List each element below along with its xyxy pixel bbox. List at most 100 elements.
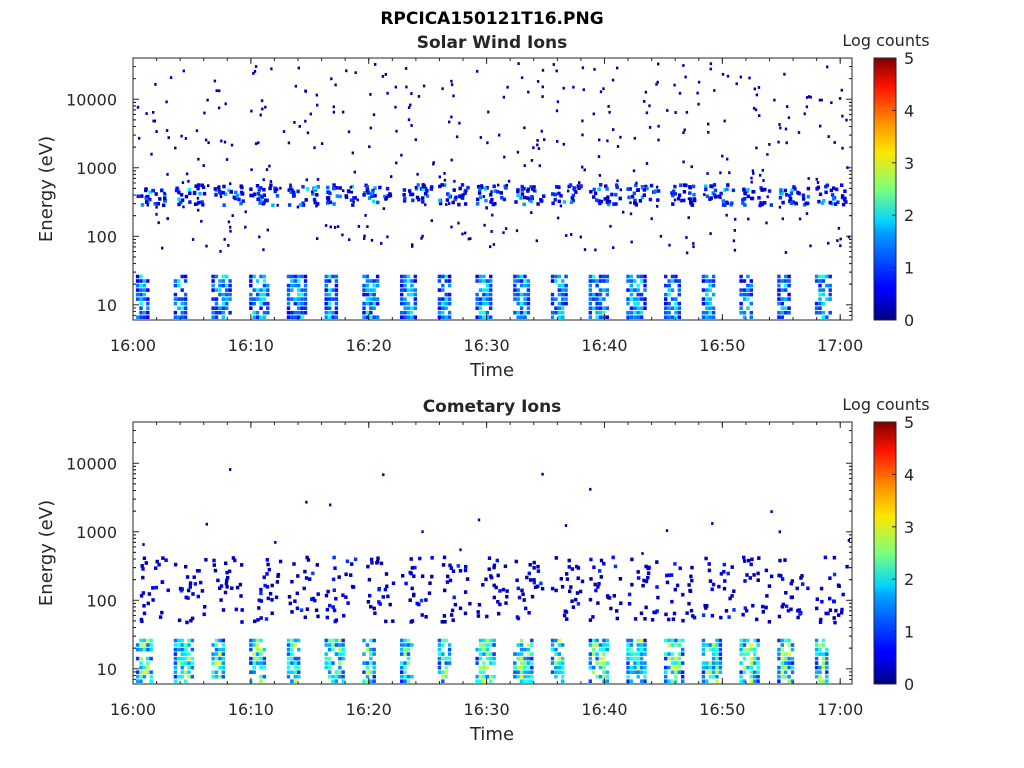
heatmap-cell [592,187,596,192]
heatmap-cell [667,679,671,683]
heatmap-cell [492,652,496,656]
heatmap-cell [824,190,828,195]
heatmap-cell [142,604,146,608]
heatmap-cell [701,279,706,283]
heatmap-cell [516,150,520,154]
heatmap-cell [519,661,524,665]
heatmap-cell [362,191,367,195]
heatmap-cell [756,670,760,674]
heatmap-cell [801,197,806,201]
heatmap-cell [228,288,232,292]
heatmap-cell [626,652,630,656]
heatmap-cell [814,674,819,679]
heatmap-cell [733,248,737,252]
heatmap-cell [331,643,335,647]
heatmap-cell [255,652,260,656]
heatmap-cell [707,562,711,566]
heatmap-cell [667,643,671,647]
heatmap-cell [177,202,181,207]
heatmap-cell [190,665,195,670]
heatmap-cell [513,665,517,670]
heatmap-cell [482,310,486,315]
heatmap-cell [496,190,500,194]
heatmap-cell [503,155,506,159]
heatmap-cell [291,190,295,194]
heatmap-cell [224,192,228,196]
heatmap-cell [369,279,373,283]
heatmap-cell [452,188,456,192]
heatmap-cell [296,205,300,209]
heatmap-cell [598,288,603,292]
heatmap-cell [338,656,342,661]
heatmap-cell [588,292,592,297]
heatmap-cell [362,638,366,643]
heatmap-cell [708,579,713,583]
heatmap-cell [749,661,753,665]
heatmap-cell [739,647,743,652]
heatmap-cells [135,468,851,683]
heatmap-cell [406,652,411,656]
heatmap-cell [189,618,193,623]
heatmap-cell [142,297,147,301]
heatmap-cell [199,580,203,585]
heatmap-cell [441,87,444,91]
heatmap-cell [780,191,784,196]
heatmap-cell [290,274,294,279]
heatmap-cell [523,656,527,661]
heatmap-cell [728,171,731,175]
heatmap-cell [403,310,407,315]
heatmap-cell [177,190,181,195]
heatmap-cell [711,522,714,525]
heatmap-cell [513,652,517,656]
heatmap-cell [685,110,689,114]
heatmap-cell [262,301,267,306]
heatmap-cell [305,500,308,504]
heatmap-cell [334,618,339,622]
heatmap-cell [747,558,751,563]
heatmap-cell [536,569,541,573]
heatmap-cell [139,288,143,292]
heatmap-cell [269,183,273,187]
heatmap-cell [182,69,185,73]
colorbar-tick-label: 4 [904,101,914,120]
heatmap-cell [564,297,568,301]
heatmap-cell [469,237,472,240]
heatmap-cell [564,610,569,614]
heatmap-cell [457,221,460,225]
heatmap-cell [752,573,756,577]
heatmap-cell [602,674,606,679]
heatmap-cell [777,279,781,283]
heatmap-cell [683,128,686,132]
heatmap-cell [713,193,717,197]
heatmap-cell [597,199,601,203]
heatmap-cell [218,89,221,93]
heatmap-cell [790,595,794,599]
heatmap-cell [228,283,232,288]
heatmap-cell [362,283,366,288]
heatmap-cell [516,586,520,591]
heatmap-cell [297,670,301,674]
heatmap-cell [520,184,524,189]
heatmap-cell [742,310,747,315]
heatmap-cell [221,306,225,310]
heatmap-cell [286,643,291,647]
heatmap-cell [674,638,678,643]
heatmap-cell [219,250,222,253]
heatmap-cell [692,245,695,249]
heatmap-cell [820,599,824,604]
heatmap-cell [238,582,243,587]
heatmap-cell [331,310,335,315]
heatmap-cell [777,670,781,674]
heatmap-cell [526,297,531,301]
heatmap-cell [602,279,606,283]
heatmap-cell [489,274,493,279]
heatmap-cell [367,577,372,582]
heatmap-cell [365,189,369,193]
heatmap-cell [151,188,155,193]
heatmap-cell [705,279,709,283]
heatmap-cell [840,194,845,198]
heatmap-cell [741,201,745,205]
heatmap-cell [516,279,520,283]
heatmap-cell [464,564,468,569]
heatmap-cell [787,279,791,283]
